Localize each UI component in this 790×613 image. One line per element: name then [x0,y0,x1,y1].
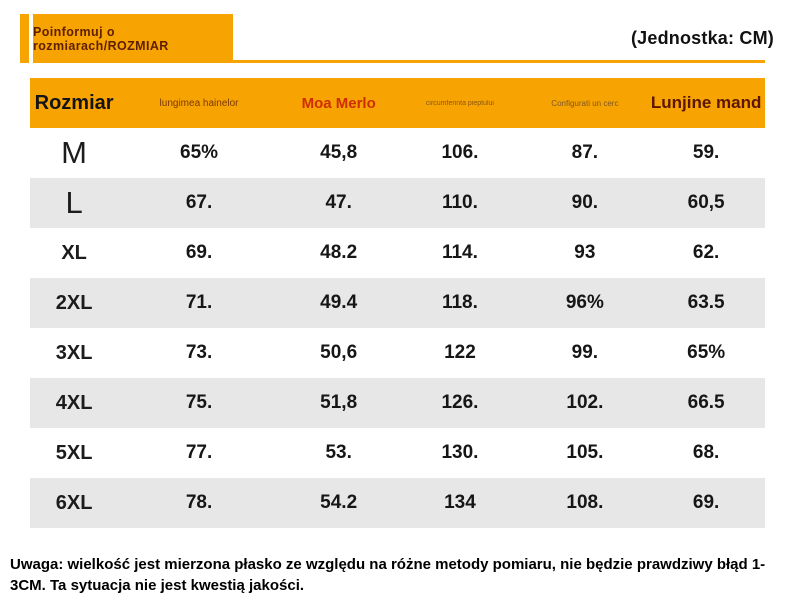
column-header-rozmiar: Rozmiar [34,91,114,114]
column-header-moa-merlo: Moa Merlo [301,94,376,112]
value-cell: 114. [441,242,478,263]
size-cell: 6XL [55,491,93,514]
table-row: M 65% 45,8 106. 87. 59. [30,128,765,178]
measurement-note: Uwaga: wielkość jest mierzona płasko ze … [10,556,766,594]
value-cell: 49.4 [320,292,358,313]
value-cell: 69. [692,492,720,513]
value-cell: 99. [571,342,599,363]
value-cell: 102. [566,392,604,413]
value-cell: 53. [325,442,352,463]
value-cell: 77. [185,442,213,463]
value-cell: 75. [185,392,213,413]
value-cell: 87. [571,142,599,163]
table-row: L 67. 47. 110. 90. 60,5 [30,178,765,228]
size-info-badge-label: Poinformuj o rozmiarach/ROZMIAR [33,24,169,53]
value-cell: 45,8 [320,142,358,163]
value-cell: 96% [565,292,604,313]
value-cell: 118. [441,292,478,313]
value-cell: 67. [185,192,213,213]
value-cell: 65% [687,342,726,363]
value-cell: 122 [444,342,476,363]
value-cell: 54.2 [320,492,358,513]
value-cell: 130. [441,442,479,463]
unit-label: (Jednostka: CM) [630,28,774,48]
value-cell: 73. [185,342,213,363]
value-cell: 126. [441,392,479,413]
value-cell: 47. [325,192,352,213]
value-cell: 71. [185,292,213,313]
value-cell: 110. [441,192,478,213]
size-info-badge: Poinformuj o rozmiarach/ROZMIAR [33,14,233,63]
value-cell: 69. [185,242,213,263]
table-row: 4XL 75. 51,8 126. 102. 66.5 [30,378,765,428]
value-cell: 134 [444,492,476,513]
table-body: M 65% 45,8 106. 87. 59. L 67. 47. 110. 90. 60,5 XL 69… [30,128,765,528]
column-header-lunjine-mand: Lunjine mand [650,93,762,112]
table-row: 3XL 73. 50,6 122 99. 65% [30,328,765,378]
table-header-row: Rozmiar lungimea hainelor Moa Merlo circ… [30,78,765,128]
column-header-chest: circumferinta pieptului [425,99,494,107]
table-row: 5XL 77. 53. 130. 105. 68. [30,428,765,478]
value-cell: 105. [566,442,604,463]
value-cell: 93 [574,242,596,263]
column-header-circle: Configurati un cerc [551,98,619,108]
size-table: Rozmiar lungimea hainelor Moa Merlo circ… [30,78,765,528]
value-cell: 60,5 [687,192,725,213]
table-row: XL 69. 48.2 114. 93 62. [30,228,765,278]
size-cell: 4XL [55,391,93,414]
value-cell: 90. [571,192,599,213]
value-cell: 48.2 [320,242,358,263]
table-row: 2XL 71. 49.4 118. 96% 63.5 [30,278,765,328]
size-cell: 5XL [55,441,93,464]
size-cell: 2XL [55,291,93,314]
value-cell: 63.5 [687,292,725,313]
accent-bar [20,14,29,63]
value-cell: 65% [180,142,219,163]
value-cell: 50,6 [320,342,358,363]
value-cell: 59. [692,142,720,163]
header-rule [233,60,765,63]
value-cell: 51,8 [320,392,358,413]
column-header-garment-length: lungimea hainelor [159,97,239,109]
value-cell: 68. [692,442,720,463]
value-cell: 106. [441,142,479,163]
value-cell: 66.5 [687,392,725,413]
size-cell: M [61,135,87,170]
size-cell: L [65,185,83,220]
table-row: 6XL 78. 54.2 134 108. 69. [30,478,765,528]
value-cell: 78. [185,492,213,513]
value-cell: 108. [566,492,604,513]
value-cell: 62. [692,242,720,263]
page-header: Poinformuj o rozmiarach/ROZMIAR (Jednost… [0,0,790,78]
size-cell: 3XL [55,341,93,364]
size-cell: XL [61,241,87,264]
